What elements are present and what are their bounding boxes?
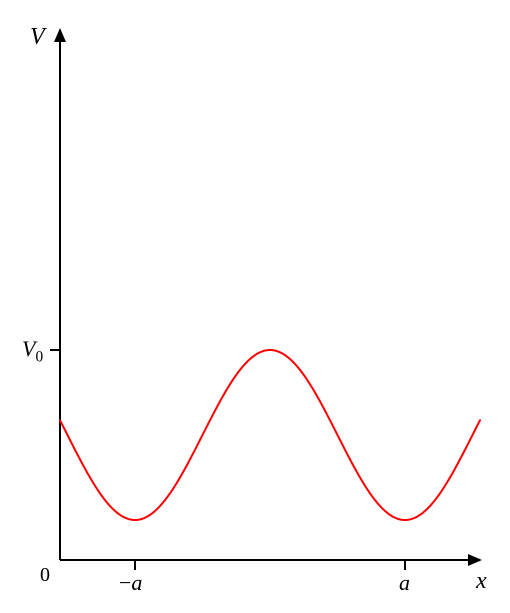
potential-chart: 0 V x −a a V0 — [0, 0, 510, 613]
chart-svg — [0, 0, 510, 613]
